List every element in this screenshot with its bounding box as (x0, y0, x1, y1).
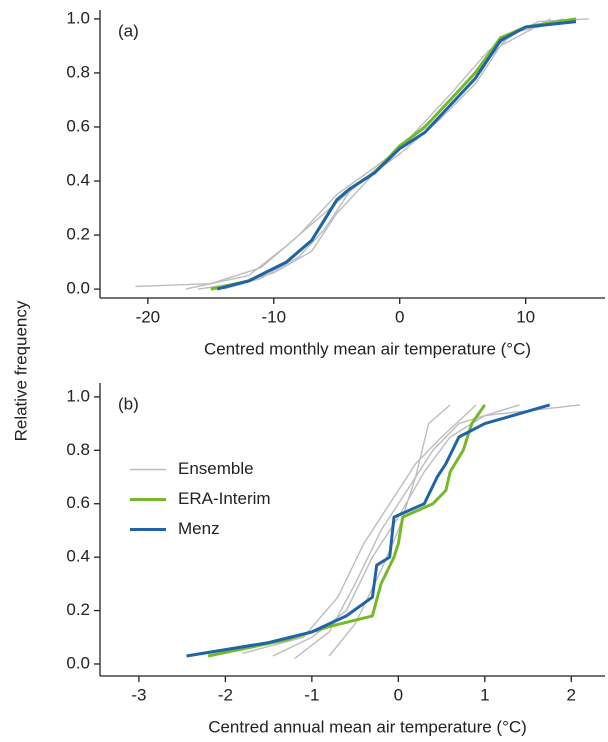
x-tick-label: -2 (218, 685, 233, 704)
y-tick-label: 0.6 (66, 116, 90, 135)
series-line (207, 404, 487, 658)
ensemble-line (242, 404, 477, 654)
ensemble-line (294, 404, 520, 660)
y-tick-label: 0.0 (66, 279, 90, 298)
panel-label: (a) (118, 21, 139, 40)
y-tick-label: 0.8 (66, 440, 90, 459)
x-tick-label: -3 (131, 685, 146, 704)
x-axis-label: Centred annual mean air temperature (°C) (208, 717, 527, 736)
y-tick-label: 0.2 (66, 225, 90, 244)
y-tick-label: 1.0 (66, 386, 90, 405)
ensemble-line (223, 18, 589, 290)
y-tick-label: 0.6 (66, 493, 90, 512)
y-tick-label: 0.2 (66, 600, 90, 619)
ensemble-line (135, 18, 577, 288)
x-tick-label: -1 (304, 685, 319, 704)
y-tick-label: 0.0 (66, 653, 90, 672)
x-tick-label: 0 (395, 307, 404, 326)
series-line (186, 403, 551, 658)
y-axis-label: Relative frequency (11, 300, 30, 441)
x-tick-label: -10 (262, 307, 287, 326)
x-axis-label: Centred monthly mean air temperature (°C… (204, 339, 531, 358)
panel-label: (b) (118, 394, 139, 413)
y-tick-label: 0.4 (66, 547, 90, 566)
y-tick-label: 0.8 (66, 62, 90, 81)
y-tick-label: 1.0 (66, 8, 90, 27)
x-tick-label: 1 (480, 685, 489, 704)
y-tick-label: 0.4 (66, 171, 90, 190)
ensemble-line (328, 404, 451, 657)
x-tick-label: 10 (516, 307, 535, 326)
legend-label: Ensemble (178, 459, 254, 478)
ensemble-line (198, 18, 564, 290)
series-line (216, 20, 577, 291)
x-tick-label: -20 (136, 307, 161, 326)
ensemble-line (185, 18, 552, 290)
legend-label: Menz (178, 519, 220, 538)
x-tick-label: 0 (394, 685, 403, 704)
legend-label: ERA-Interim (178, 489, 271, 508)
x-tick-label: 2 (567, 685, 576, 704)
